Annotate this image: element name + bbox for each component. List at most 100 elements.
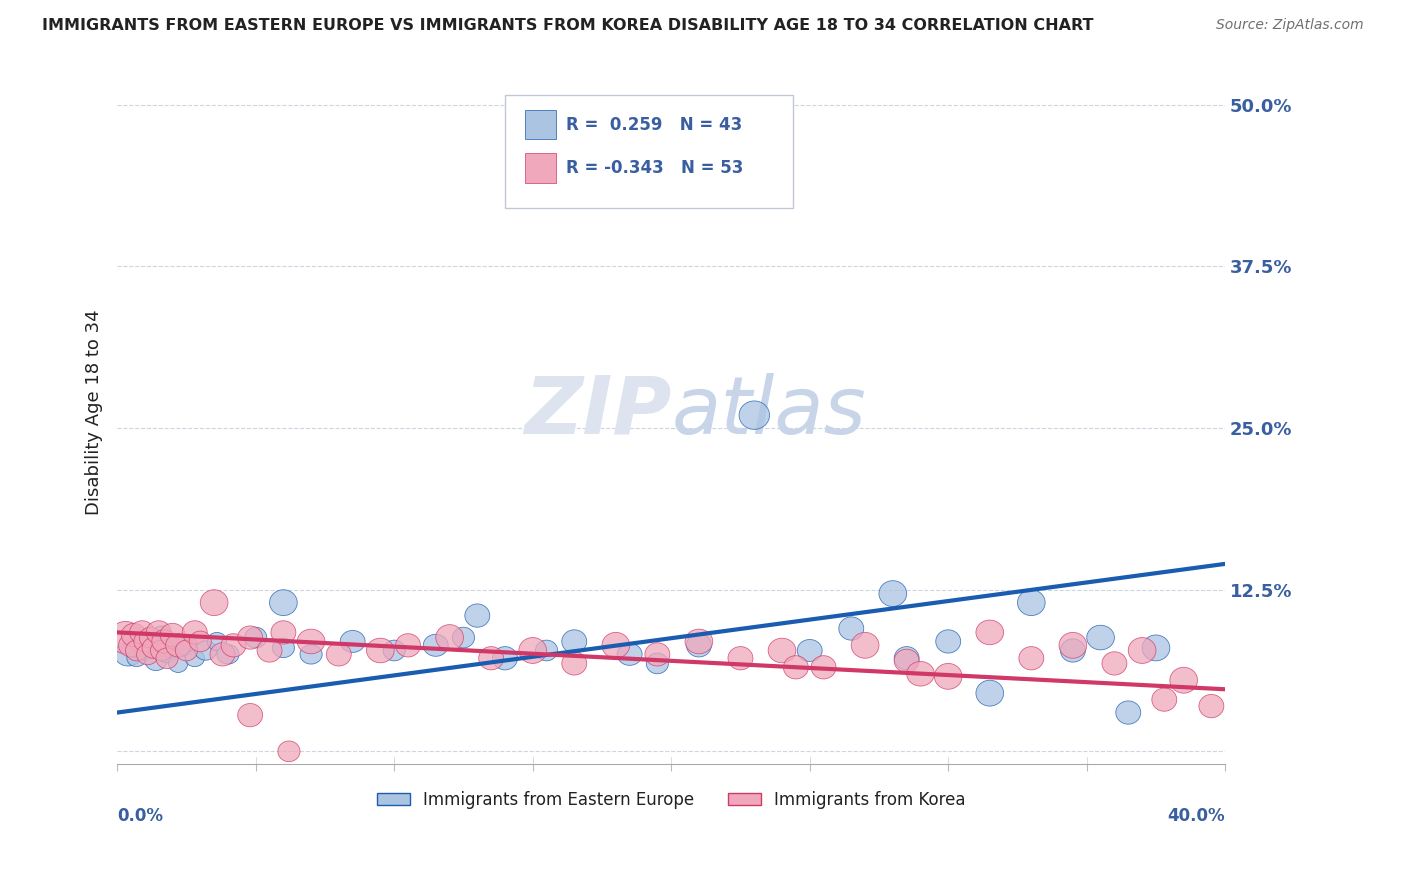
Ellipse shape <box>200 590 228 615</box>
Ellipse shape <box>465 604 489 627</box>
Ellipse shape <box>1199 695 1223 718</box>
Ellipse shape <box>195 640 217 660</box>
Ellipse shape <box>129 621 155 644</box>
Text: IMMIGRANTS FROM EASTERN EUROPE VS IMMIGRANTS FROM KOREA DISABILITY AGE 18 TO 34 : IMMIGRANTS FROM EASTERN EUROPE VS IMMIGR… <box>42 18 1094 33</box>
Ellipse shape <box>122 638 145 657</box>
Ellipse shape <box>162 638 184 658</box>
Ellipse shape <box>1116 701 1140 724</box>
Ellipse shape <box>166 633 191 657</box>
Ellipse shape <box>382 640 405 661</box>
Ellipse shape <box>1087 625 1115 650</box>
Ellipse shape <box>685 629 713 654</box>
Ellipse shape <box>183 621 207 644</box>
Text: 40.0%: 40.0% <box>1167 806 1225 824</box>
Ellipse shape <box>740 401 769 429</box>
Ellipse shape <box>367 638 394 663</box>
Ellipse shape <box>1019 647 1043 670</box>
Legend: Immigrants from Eastern Europe, Immigrants from Korea: Immigrants from Eastern Europe, Immigran… <box>370 784 973 816</box>
Ellipse shape <box>238 626 263 649</box>
Ellipse shape <box>728 647 754 670</box>
Ellipse shape <box>127 650 146 666</box>
Ellipse shape <box>839 617 863 640</box>
Ellipse shape <box>118 633 143 657</box>
Ellipse shape <box>134 640 156 660</box>
Ellipse shape <box>976 681 1004 706</box>
Ellipse shape <box>1018 590 1045 615</box>
Ellipse shape <box>209 643 235 666</box>
Ellipse shape <box>617 643 643 665</box>
Ellipse shape <box>894 649 920 673</box>
FancyBboxPatch shape <box>505 95 793 208</box>
Ellipse shape <box>1152 688 1177 711</box>
Ellipse shape <box>562 652 586 675</box>
Ellipse shape <box>811 656 837 679</box>
Ellipse shape <box>519 638 547 664</box>
Ellipse shape <box>207 632 226 650</box>
Ellipse shape <box>453 627 475 648</box>
Ellipse shape <box>160 624 186 647</box>
Ellipse shape <box>562 630 586 653</box>
Ellipse shape <box>492 647 517 670</box>
Ellipse shape <box>907 662 935 686</box>
Text: ZIP: ZIP <box>524 373 671 451</box>
Ellipse shape <box>645 643 669 666</box>
Ellipse shape <box>121 624 146 647</box>
Ellipse shape <box>436 624 464 650</box>
Ellipse shape <box>1102 652 1126 675</box>
Ellipse shape <box>141 637 160 654</box>
Ellipse shape <box>797 640 823 662</box>
Ellipse shape <box>114 643 142 666</box>
Ellipse shape <box>186 650 204 666</box>
Ellipse shape <box>270 590 297 615</box>
Text: Source: ZipAtlas.com: Source: ZipAtlas.com <box>1216 18 1364 32</box>
Ellipse shape <box>217 645 239 664</box>
Bar <box>524 110 555 139</box>
Ellipse shape <box>851 632 879 658</box>
Ellipse shape <box>145 651 167 671</box>
Ellipse shape <box>190 632 211 652</box>
Ellipse shape <box>299 645 322 664</box>
Ellipse shape <box>176 636 197 655</box>
Ellipse shape <box>271 621 295 644</box>
Ellipse shape <box>894 647 920 670</box>
Ellipse shape <box>297 629 325 654</box>
Ellipse shape <box>976 620 1004 645</box>
Ellipse shape <box>326 643 352 666</box>
Ellipse shape <box>157 646 177 663</box>
Ellipse shape <box>936 630 960 653</box>
Ellipse shape <box>602 632 630 658</box>
Ellipse shape <box>1060 639 1085 662</box>
Ellipse shape <box>245 627 267 648</box>
Ellipse shape <box>395 633 420 657</box>
Ellipse shape <box>423 634 449 657</box>
Ellipse shape <box>686 633 711 657</box>
Ellipse shape <box>935 664 962 690</box>
Ellipse shape <box>176 640 197 661</box>
Ellipse shape <box>150 640 173 661</box>
Ellipse shape <box>1128 638 1156 664</box>
Ellipse shape <box>278 741 299 762</box>
Y-axis label: Disability Age 18 to 34: Disability Age 18 to 34 <box>86 310 103 515</box>
Ellipse shape <box>273 638 294 657</box>
Ellipse shape <box>647 653 668 673</box>
Bar <box>524 153 555 183</box>
Ellipse shape <box>129 632 149 650</box>
Ellipse shape <box>169 655 188 673</box>
Ellipse shape <box>146 621 172 644</box>
Ellipse shape <box>221 633 246 657</box>
Ellipse shape <box>156 648 179 669</box>
Ellipse shape <box>536 640 558 661</box>
Ellipse shape <box>768 638 796 663</box>
Text: R = -0.343   N = 53: R = -0.343 N = 53 <box>567 159 744 177</box>
Ellipse shape <box>478 647 503 670</box>
Ellipse shape <box>257 639 283 662</box>
Ellipse shape <box>879 581 907 607</box>
Ellipse shape <box>152 630 177 653</box>
Ellipse shape <box>142 638 165 658</box>
Text: R =  0.259   N = 43: R = 0.259 N = 43 <box>567 116 742 134</box>
Ellipse shape <box>238 704 263 727</box>
Ellipse shape <box>139 627 162 648</box>
Ellipse shape <box>340 631 366 652</box>
Ellipse shape <box>152 626 172 644</box>
Ellipse shape <box>125 640 148 661</box>
